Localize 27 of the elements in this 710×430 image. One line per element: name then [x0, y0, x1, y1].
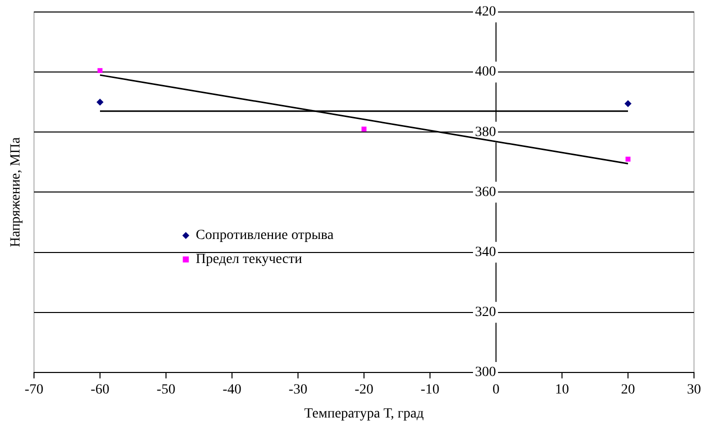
- x-tick-label: -30: [288, 382, 308, 398]
- y-axis-title: Напряжение, МПа: [8, 136, 24, 248]
- point: [98, 68, 102, 74]
- x-tick-label: -50: [156, 382, 176, 398]
- y-tick-label: 320: [475, 305, 496, 320]
- legend-label: Сопротивление отрыва: [196, 228, 334, 244]
- point: [96, 98, 104, 106]
- x-tick-label: 0: [492, 382, 500, 398]
- x-tick-label: -40: [222, 382, 242, 398]
- point: [362, 126, 366, 132]
- legend-label: Предел текучести: [196, 252, 303, 268]
- point: [626, 156, 630, 162]
- x-tick-label: 30: [687, 382, 701, 398]
- x-axis-title: Температура Т, град: [304, 406, 424, 422]
- y-tick-label: 380: [475, 124, 496, 140]
- y-tick-label: 360: [475, 184, 496, 200]
- point: [624, 100, 632, 108]
- y-tick-label: 420: [475, 4, 496, 20]
- x-tick-label: -60: [90, 382, 110, 398]
- x-tick-label: 10: [555, 382, 569, 398]
- y-tick-label: 400: [475, 64, 496, 80]
- y-tick-label: 300: [475, 365, 496, 380]
- y-tick-label: 340: [475, 244, 496, 260]
- x-tick-label: -20: [354, 382, 374, 398]
- x-tick-label: -10: [420, 382, 440, 398]
- x-tick-label: 20: [621, 382, 635, 398]
- x-tick-label: -70: [24, 382, 44, 398]
